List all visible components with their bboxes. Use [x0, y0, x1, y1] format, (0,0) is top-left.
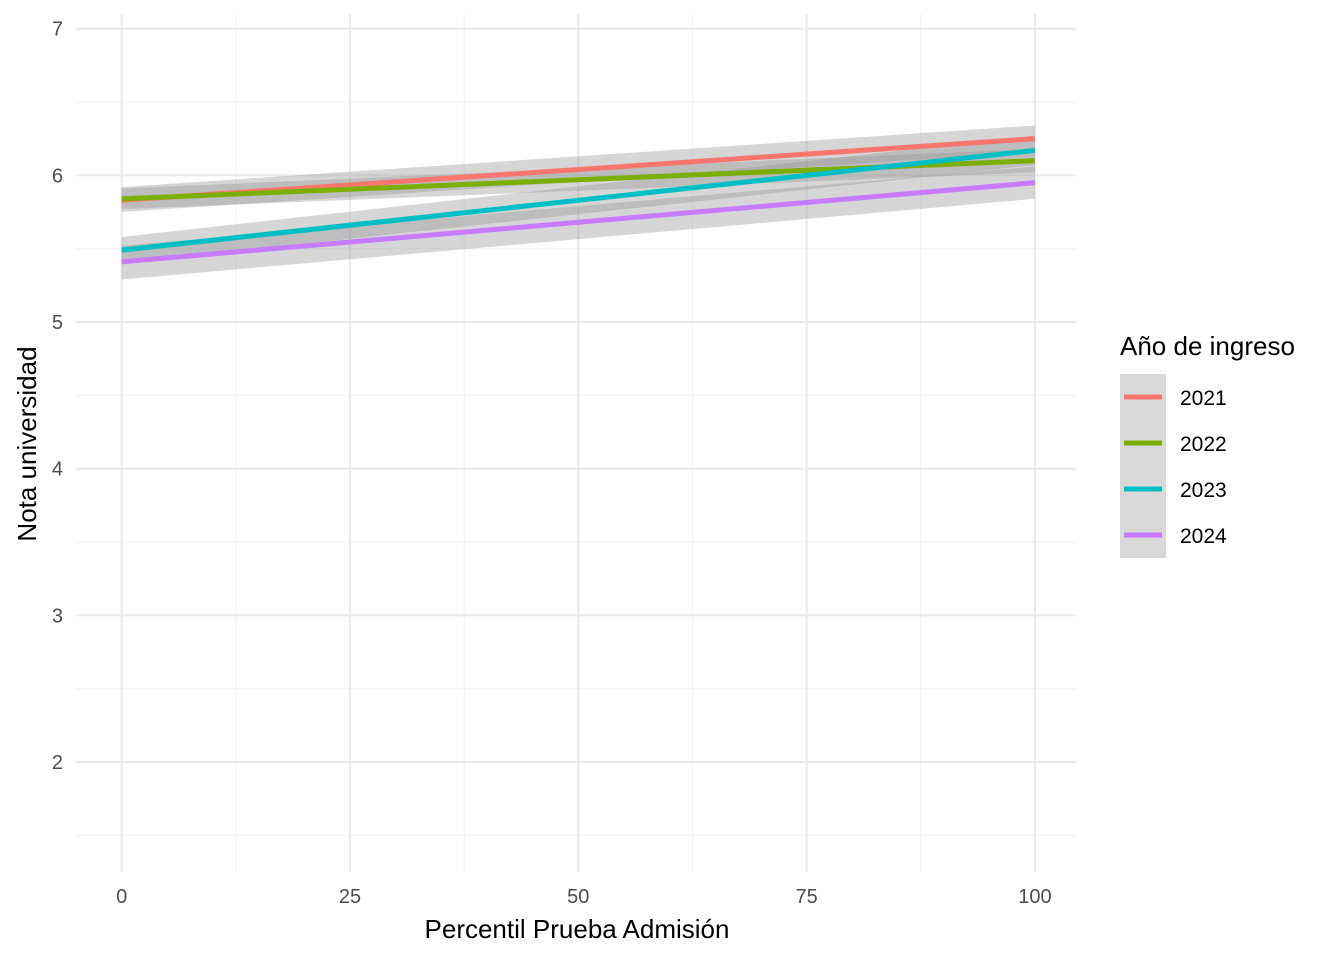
- x-axis-title: Percentil Prueba Admisión: [425, 914, 730, 944]
- x-tick-label: 0: [116, 886, 127, 908]
- y-tick-label: 7: [52, 19, 63, 41]
- legend-keys-background: [1120, 374, 1166, 558]
- legend-label: 2023: [1180, 479, 1227, 502]
- x-tick-label: 75: [795, 886, 817, 908]
- y-axis-ticks: 2 3 4 5 6 7: [52, 19, 63, 774]
- legend: Año de ingreso 2021 2022 2023 2024: [1120, 331, 1295, 558]
- x-tick-label: 25: [339, 886, 361, 908]
- y-tick-label: 5: [52, 312, 63, 334]
- y-axis-title: Nota universidad: [12, 346, 42, 541]
- legend-label: 2021: [1180, 387, 1227, 410]
- regression-line-2024: [121, 180, 1036, 265]
- x-tick-label: 100: [1018, 886, 1051, 908]
- legend-label: 2022: [1180, 433, 1227, 456]
- y-tick-label: 4: [52, 459, 63, 481]
- legend-label: 2024: [1180, 525, 1227, 548]
- major-gridlines: [76, 14, 1076, 872]
- y-tick-label: 2: [52, 752, 63, 774]
- legend-title: Año de ingreso: [1120, 331, 1295, 361]
- y-tick-label: 6: [52, 165, 63, 187]
- minor-gridlines: [76, 14, 1076, 872]
- x-tick-label: 50: [567, 886, 589, 908]
- x-axis-ticks: 0 25 50 75 100: [116, 886, 1051, 908]
- regression-lines: [121, 136, 1036, 265]
- y-tick-label: 3: [52, 605, 63, 627]
- regression-line-2023: [121, 147, 1036, 253]
